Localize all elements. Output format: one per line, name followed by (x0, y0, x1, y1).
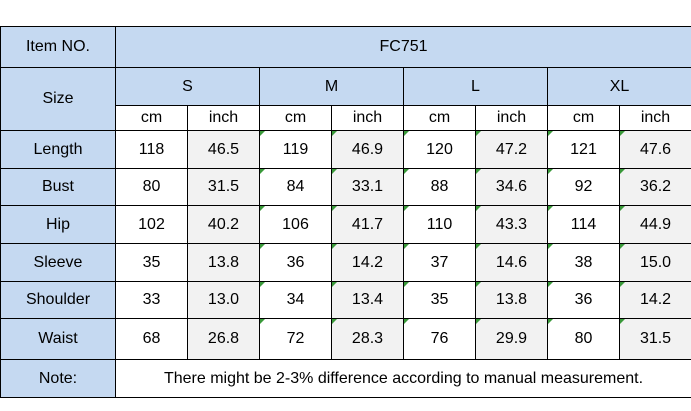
table-row: Hip 102 40.2 106 41.7 110 43.3 114 44.9 (0, 205, 691, 244)
unit-cm: cm (259, 105, 332, 131)
unit-cm: cm (547, 105, 620, 131)
cell-inch: 28.3 (331, 318, 404, 360)
row-label: Waist (0, 318, 116, 360)
cell-cm: 120 (403, 130, 476, 169)
note-row: Note: There might be 2-3% difference acc… (0, 359, 691, 398)
unit-inch: inch (618, 105, 691, 131)
cell-cm: 36 (259, 243, 332, 282)
row-label: Hip (0, 205, 116, 244)
cell-inch: 36.2 (618, 168, 691, 206)
cell-inch: 41.7 (331, 205, 404, 244)
cell-inch: 47.2 (475, 130, 548, 169)
cell-inch: 47.6 (618, 130, 691, 169)
cell-inch: 34.6 (475, 168, 548, 206)
cell-cm: 68 (115, 318, 188, 360)
item-no-label: Item NO. (0, 26, 116, 68)
cell-cm: 114 (547, 205, 620, 244)
cell-cm: 106 (259, 205, 332, 244)
cell-cm: 102 (115, 205, 188, 244)
unit-inch: inch (187, 105, 260, 131)
cell-inch: 46.9 (331, 130, 404, 169)
unit-inch: inch (331, 105, 404, 131)
cell-cm: 84 (259, 168, 332, 206)
table-row: Bust 80 31.5 84 33.1 88 34.6 92 36.2 (0, 168, 691, 206)
cell-cm: 38 (547, 243, 620, 282)
table-row: Waist 68 26.8 72 28.3 76 29.9 80 31.5 (0, 318, 691, 360)
cell-cm: 37 (403, 243, 476, 282)
cell-cm: 35 (403, 281, 476, 319)
cell-cm: 88 (403, 168, 476, 206)
size-label: Size (0, 67, 116, 131)
note-text: There might be 2-3% difference according… (114, 359, 691, 398)
size-header-m: M (259, 67, 404, 106)
cell-cm: 72 (259, 318, 332, 360)
size-header-xl: XL (546, 67, 691, 106)
cell-cm: 35 (115, 243, 188, 282)
cell-cm: 33 (115, 281, 188, 319)
note-label: Note: (0, 359, 116, 398)
unit-cm: cm (115, 105, 188, 131)
cell-cm: 80 (547, 318, 620, 360)
cell-inch: 13.8 (187, 243, 260, 282)
cell-cm: 36 (547, 281, 620, 319)
cell-cm: 119 (259, 130, 332, 169)
unit-header-row: cm inch cm inch cm inch cm inch (1, 105, 691, 131)
cell-inch: 14.2 (331, 243, 404, 282)
cell-cm: 80 (115, 168, 188, 206)
cell-inch: 15.0 (618, 243, 691, 282)
cell-cm: 34 (259, 281, 332, 319)
table-row: Length 118 46.5 119 46.9 120 47.2 121 47… (0, 130, 691, 169)
cell-cm: 118 (115, 130, 188, 169)
size-header-row: Size S M L XL (0, 67, 691, 131)
size-header-s: S (115, 67, 260, 106)
item-row: Item NO. FC751 (0, 26, 691, 68)
row-label: Shoulder (0, 281, 116, 319)
cell-inch: 43.3 (475, 205, 548, 244)
table-row: Shoulder 33 13.0 34 13.4 35 13.8 36 14.2 (0, 281, 691, 319)
cell-inch: 14.2 (618, 281, 691, 319)
cell-inch: 13.4 (331, 281, 404, 319)
cell-cm: 92 (547, 168, 620, 206)
size-header-l: L (403, 67, 548, 106)
cell-inch: 13.8 (475, 281, 548, 319)
cell-inch: 26.8 (187, 318, 260, 360)
row-label: Sleeve (0, 243, 116, 282)
cell-inch: 33.1 (331, 168, 404, 206)
cell-inch: 46.5 (187, 130, 260, 169)
cell-inch: 29.9 (475, 318, 548, 360)
cell-inch: 13.0 (187, 281, 260, 319)
cell-inch: 31.5 (618, 318, 691, 360)
cell-inch: 40.2 (187, 205, 260, 244)
size-chart-table: Item NO. FC751 Size S M L XL cm inch cm … (0, 26, 691, 398)
cell-cm: 110 (403, 205, 476, 244)
cell-inch: 44.9 (618, 205, 691, 244)
table-row: Sleeve 35 13.8 36 14.2 37 14.6 38 15.0 (0, 243, 691, 282)
cell-cm: 121 (547, 130, 620, 169)
cell-cm: 76 (403, 318, 476, 360)
item-no-value: FC751 (114, 26, 691, 68)
row-label: Bust (0, 168, 116, 206)
cell-inch: 31.5 (187, 168, 260, 206)
unit-cm: cm (403, 105, 476, 131)
unit-inch: inch (475, 105, 548, 131)
cell-inch: 14.6 (475, 243, 548, 282)
row-label: Length (0, 130, 116, 169)
